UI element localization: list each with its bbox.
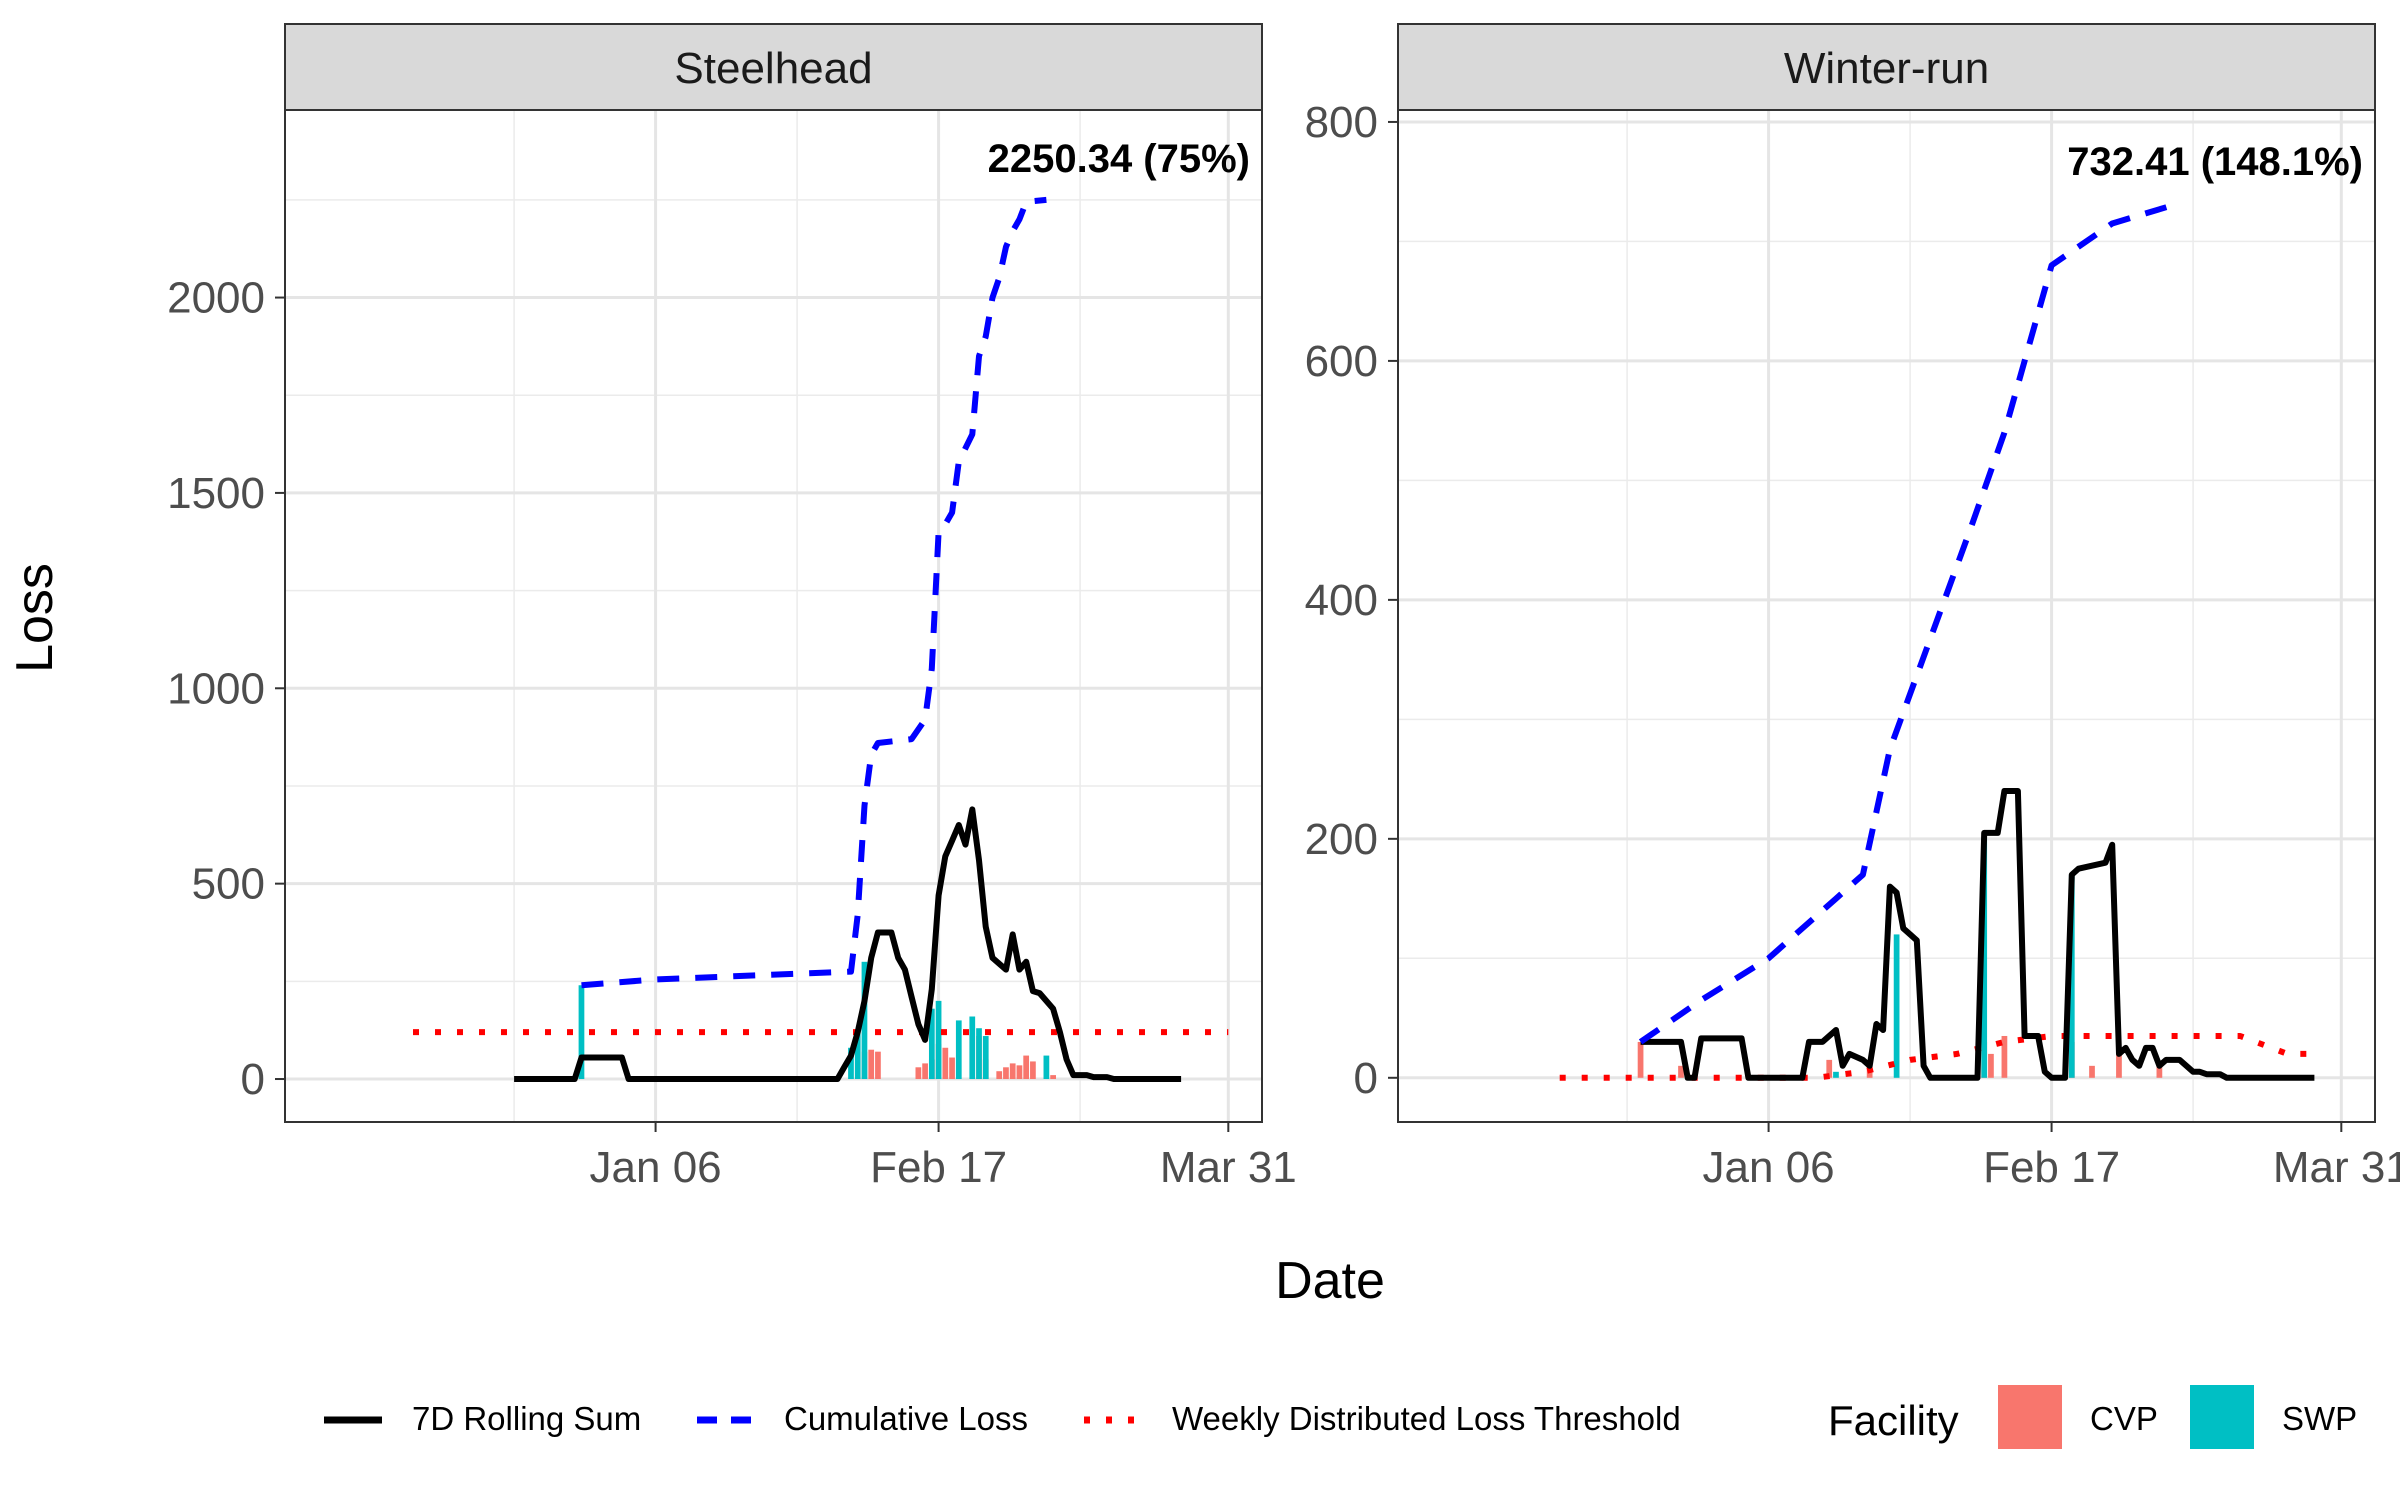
bar-swp [578, 985, 585, 1080]
panel-annotation: 732.41 (148.1%) [2067, 140, 2363, 184]
bar-swp [1043, 1055, 1050, 1080]
bar-cvp [1988, 1053, 1994, 1078]
bar-swp [969, 1016, 976, 1080]
bar-swp [854, 1032, 861, 1080]
legend-label-rolling-sum: 7D Rolling Sum [412, 1400, 641, 1437]
bar-cvp [868, 1049, 875, 1080]
legend-label-threshold: Weekly Distributed Loss Threshold [1172, 1400, 1681, 1437]
series-7d-rolling-sum [514, 806, 1182, 1082]
legend-fill-title: Facility [1828, 1397, 1959, 1444]
bar-cvp [922, 1063, 928, 1080]
y-tick-label: 0 [241, 1055, 265, 1104]
bar-cvp [1003, 1067, 1009, 1080]
bar-swp [1981, 838, 1988, 1078]
bar-cvp [2001, 1035, 2008, 1078]
bar-swp [861, 961, 868, 1080]
y-tick-label: 400 [1305, 576, 1378, 625]
bar-swp [935, 1000, 942, 1080]
legend-label-swp: SWP [2282, 1400, 2357, 1437]
bar-cvp [1826, 1059, 1833, 1078]
y-tick-label: 600 [1305, 337, 1378, 386]
y-axis-title: Loss [6, 563, 64, 673]
bar-cvp [1016, 1065, 1023, 1080]
bar-swp [1833, 1071, 1839, 1078]
y-tick-label: 200 [1305, 815, 1378, 864]
y-tick-label: 1000 [167, 664, 265, 713]
bar-swp [976, 1028, 982, 1080]
bar-swp [1893, 934, 1900, 1078]
bar-cvp [2089, 1065, 2095, 1078]
y-tick-label: 0 [1354, 1054, 1378, 1103]
panel-steelhead: 2250.34 (75%) Jan 06 Feb 17 Mar 31 0 500 100… [167, 23, 1297, 1192]
y-tick-label: 2000 [167, 274, 265, 323]
y-tick-label: 1500 [167, 469, 265, 518]
panel-title: Winter-run [1784, 44, 1989, 93]
series-weekly-distributed-loss-threshold [1559, 1033, 2315, 1081]
x-tick-label: Mar 31 [1160, 1143, 1297, 1192]
legend-label-cvp: CVP [2090, 1400, 2158, 1437]
legend-swatch-cvp [1998, 1385, 2062, 1449]
bar-cvp [875, 1051, 881, 1080]
series-7d-rolling-sum [1640, 788, 2315, 1081]
x-tick-label: Jan 06 [1703, 1143, 1835, 1192]
bar-cvp [1678, 1065, 1684, 1078]
bar-cvp [942, 1047, 949, 1080]
x-axis-title: Date [1275, 1252, 1385, 1310]
bar-swp [2068, 874, 2075, 1078]
bar-cvp [2116, 1053, 2122, 1078]
x-tick-label: Jan 06 [590, 1143, 722, 1192]
bar-cvp [1050, 1075, 1056, 1080]
series-cumulative-loss [1638, 200, 2181, 1045]
bar-swp [982, 1036, 989, 1080]
bar-swp [848, 1047, 854, 1080]
panel-title: Steelhead [674, 44, 872, 93]
panel-strip [284, 23, 1263, 111]
plot-area [285, 110, 1262, 1122]
y-tick-label: 800 [1305, 98, 1378, 147]
bar-cvp [2156, 1065, 2163, 1078]
legend-swatch-swp [2190, 1385, 2254, 1449]
bar-swp [928, 1008, 935, 1080]
series-cumulative-loss [581, 196, 1047, 989]
panel-winter-run: 732.41 (148.1%) Jan 06 Feb 17 Mar 31 0 200 4… [1305, 23, 2400, 1192]
legend: 7D Rolling Sum Cumulative Loss Weekly Di… [324, 1385, 2357, 1449]
x-tick-label: Feb 17 [1983, 1143, 2120, 1192]
y-tick-label: 500 [192, 860, 265, 909]
x-tick-label: Feb 17 [870, 1143, 1007, 1192]
bar-cvp [915, 1067, 922, 1080]
bar-cvp [996, 1071, 1003, 1080]
bar-cvp [1023, 1055, 1030, 1080]
panel-strip [1397, 23, 2376, 111]
legend-label-cumulative: Cumulative Loss [784, 1400, 1028, 1437]
bar-cvp [1637, 1041, 1644, 1078]
x-tick-label: Mar 31 [2273, 1143, 2400, 1192]
bar-cvp [949, 1057, 955, 1080]
panel-annotation: 2250.34 (75%) [988, 137, 1250, 181]
bar-cvp [1009, 1063, 1016, 1080]
bar-swp [955, 1020, 962, 1080]
bar-cvp [1030, 1061, 1036, 1080]
